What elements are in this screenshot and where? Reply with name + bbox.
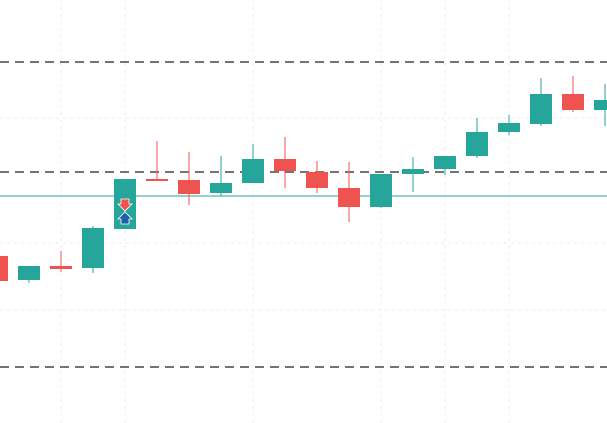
candle-body <box>82 228 104 268</box>
candle-body <box>50 266 72 269</box>
candle-body <box>370 174 392 207</box>
candle-body <box>594 100 607 110</box>
sell-signal <box>117 198 133 212</box>
candle-body <box>530 94 552 124</box>
candle-body <box>242 159 264 183</box>
candle-body <box>562 94 584 110</box>
candle-body <box>306 172 328 188</box>
candle-body <box>0 256 8 281</box>
candle-body <box>402 169 424 174</box>
candle-body <box>178 180 200 194</box>
candle-body <box>18 266 40 280</box>
candle-body <box>274 159 296 171</box>
plot <box>0 61 607 368</box>
buy-signal <box>117 211 133 225</box>
candle-body <box>210 183 232 193</box>
signal-markers <box>117 198 133 225</box>
candle-body <box>338 188 360 207</box>
candle-body <box>434 156 456 169</box>
candle-body <box>146 179 168 181</box>
candle-body <box>466 132 488 156</box>
candle-body <box>498 123 520 132</box>
